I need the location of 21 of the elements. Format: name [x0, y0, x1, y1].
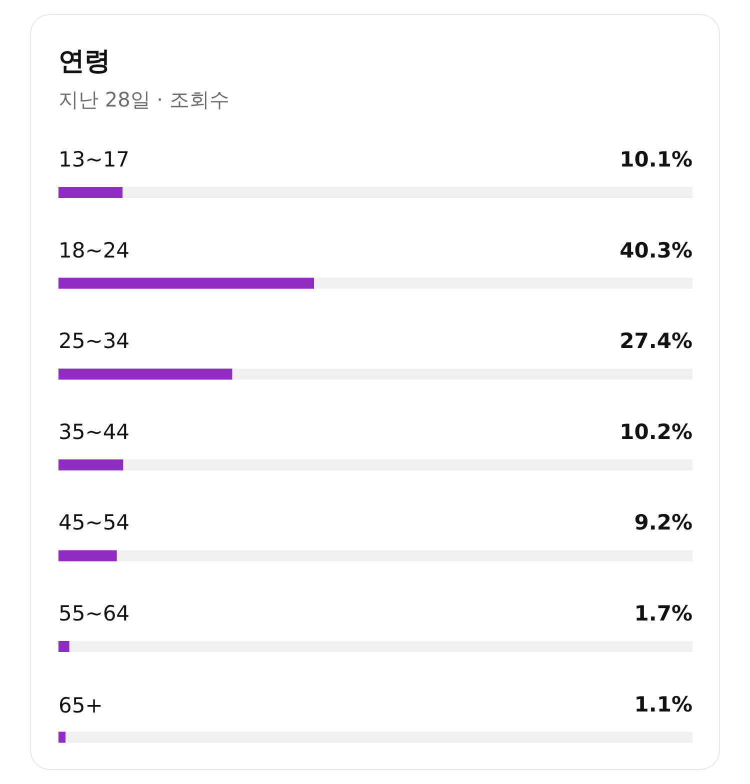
- bar: [58, 187, 123, 198]
- data-label: 1.1%: [634, 692, 693, 716]
- y-tick-label: 65+: [58, 693, 103, 718]
- y-tick-label: 25~34: [58, 329, 130, 354]
- chart-subtitle: 지난 28일 · 조회수: [58, 88, 230, 112]
- y-tick-label: 18~24: [58, 238, 130, 262]
- bar: [58, 550, 117, 562]
- y-tick-label: 13~17: [58, 148, 130, 172]
- y-tick-label: 35~44: [58, 420, 130, 444]
- data-label: 1.7%: [634, 602, 693, 626]
- bar: [58, 641, 70, 652]
- chart-title: 연령: [58, 46, 110, 76]
- data-label: 10.2%: [620, 420, 693, 444]
- y-tick-label: 55~64: [58, 602, 130, 626]
- bar: [58, 459, 124, 470]
- data-label: 40.3%: [620, 238, 693, 262]
- data-label: 9.2%: [634, 510, 693, 535]
- y-tick-label: 45~54: [58, 510, 130, 535]
- bar: [58, 732, 66, 743]
- data-label: 27.4%: [620, 329, 693, 354]
- data-label: 10.1%: [620, 148, 693, 172]
